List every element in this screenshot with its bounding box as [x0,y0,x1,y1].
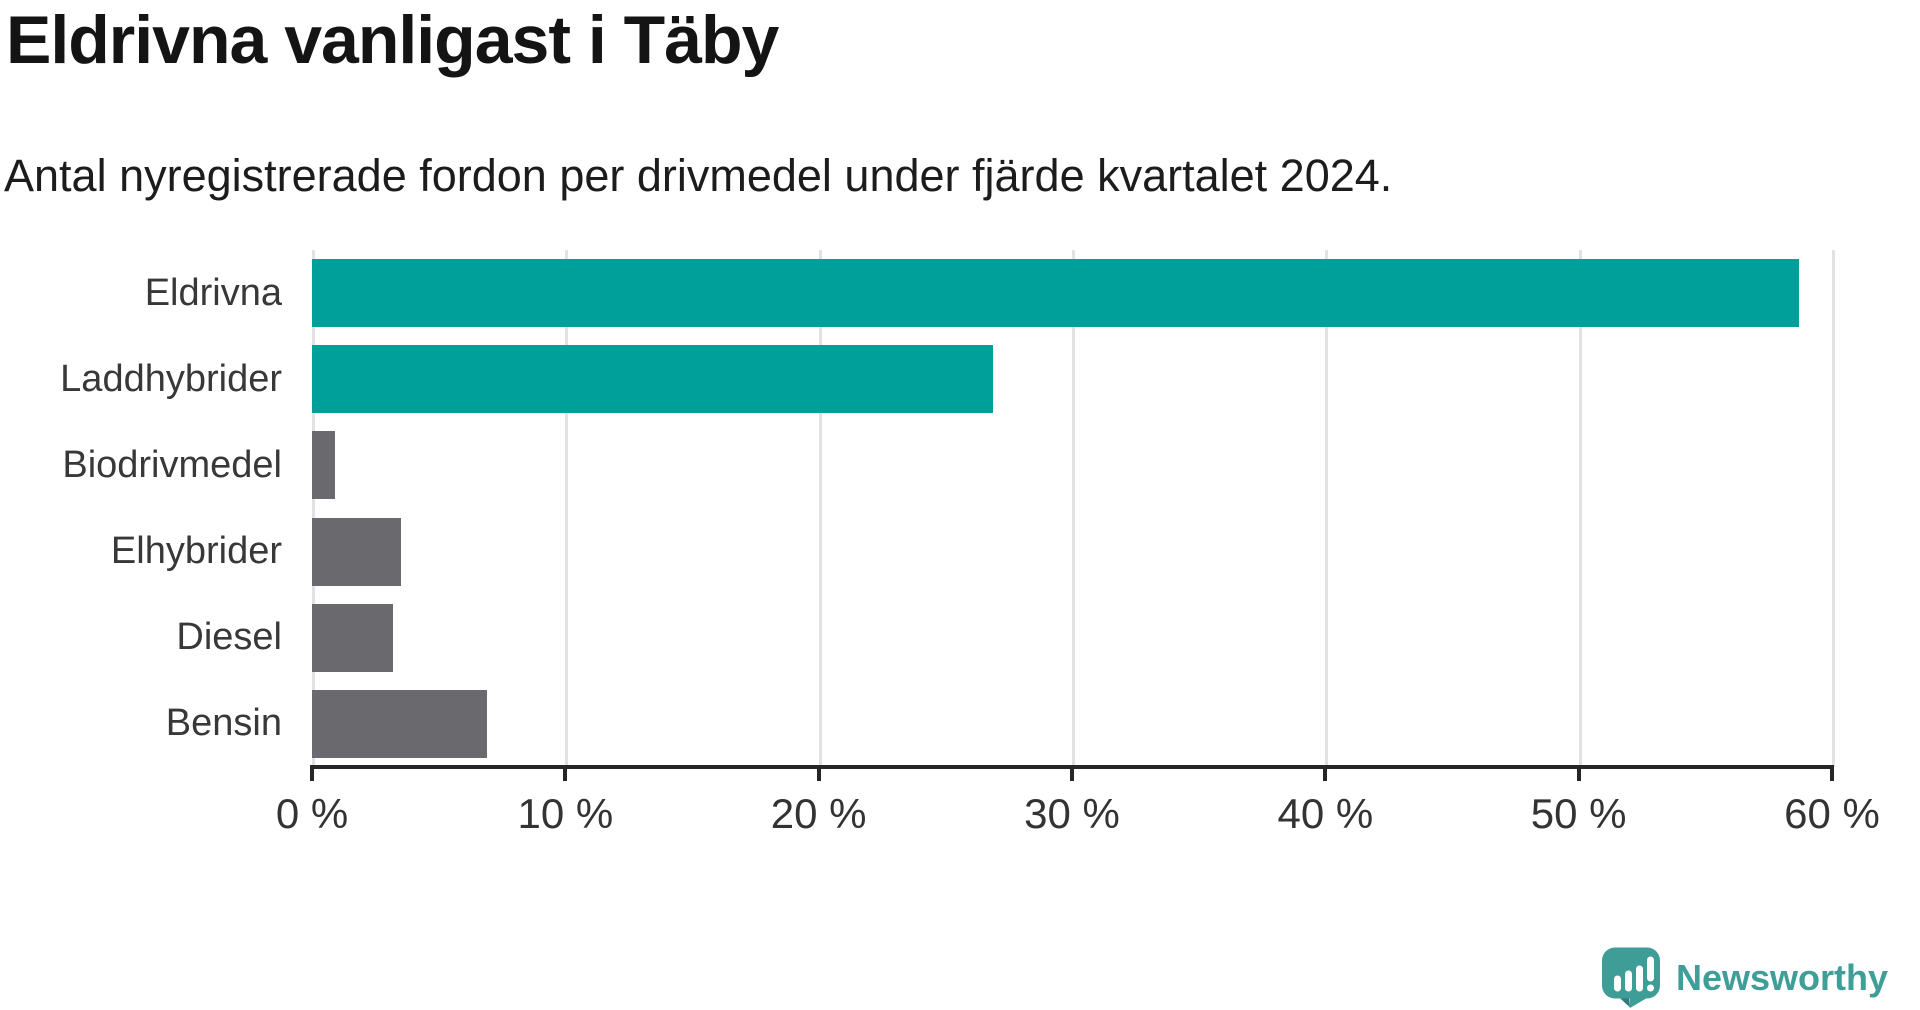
category-label: Diesel [176,616,282,659]
newsworthy-logo: Newsworthy [1599,946,1888,1009]
x-axis-tick [1830,769,1834,781]
newsworthy-logo-text: Newsworthy [1676,956,1889,998]
gridline [1578,250,1582,767]
x-axis-line [310,765,1834,769]
bar [312,689,487,758]
bar [312,603,394,672]
gridline [1325,250,1329,767]
bar [312,517,401,586]
x-axis-tick-label: 40 % [1277,790,1374,837]
gridline [1832,250,1835,767]
chart-title: Eldrivna vanligast i Täby [6,2,779,78]
x-axis: 0 % 10 % 20 % 30 % 40 % 50 % 60 % [276,765,1880,837]
x-axis-tick-label: 60 % [1784,790,1880,837]
x-axis-tick [816,769,821,781]
x-axis-tick [310,769,314,781]
gridline [565,250,569,767]
x-axis-tick-label: 0 % [275,790,349,837]
gridline [818,250,822,767]
x-axis-tick-label: 50 % [1530,790,1627,837]
bar [312,345,994,414]
x-axis-tick [1323,769,1328,781]
gridline [1072,250,1075,767]
category-label: Laddhybrider [60,357,282,400]
x-axis-tick [1576,769,1581,781]
x-axis-tick [1070,769,1074,781]
chart-subtitle: Antal nyregistrerade fordon per drivmede… [4,150,1393,201]
x-axis-tick-label: 20 % [770,790,867,837]
gridline [312,250,315,767]
category-label: Biodrivmedel [62,443,282,486]
x-axis-tick [563,769,568,781]
category-label: Elhybrider [110,530,282,573]
newsworthy-logo-icon [1602,947,1660,1008]
category-axis: Eldrivna Laddhybrider Biodrivmedel Elhybrid… [0,250,282,767]
x-axis-tick-label: 30 % [1024,790,1120,837]
x-axis-tick-label: 10 % [517,790,614,837]
category-label: Eldrivna [144,271,282,314]
plot-area [312,250,1835,767]
category-label: Bensin [165,702,282,745]
bar [312,431,335,500]
bar [312,259,1800,328]
